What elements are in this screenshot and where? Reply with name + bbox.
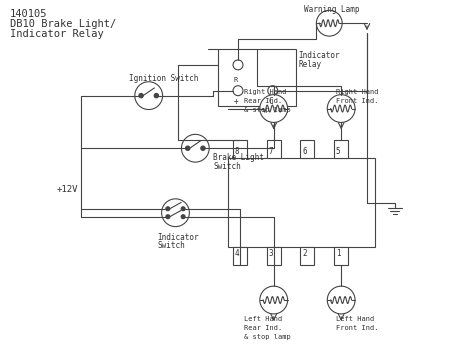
Circle shape	[268, 86, 278, 95]
Text: Left Hand: Left Hand	[244, 316, 282, 322]
Text: Brake Light: Brake Light	[213, 153, 264, 162]
Text: 7: 7	[268, 147, 273, 156]
Text: Rear Ind.: Rear Ind.	[244, 325, 282, 331]
Text: Left Hand: Left Hand	[336, 316, 374, 322]
Text: Front Ind.: Front Ind.	[336, 98, 379, 104]
Circle shape	[260, 286, 288, 314]
Text: 3: 3	[268, 250, 273, 258]
Circle shape	[201, 146, 205, 151]
Text: Indicator: Indicator	[299, 51, 340, 60]
Text: 4: 4	[235, 250, 239, 258]
Text: R: R	[234, 77, 238, 83]
Bar	[301, 140, 314, 158]
Bar	[301, 247, 314, 265]
Text: Indicator: Indicator	[158, 233, 199, 241]
Text: Front Ind.: Front Ind.	[336, 325, 379, 331]
Circle shape	[233, 86, 243, 95]
Text: DB10 Brake Light/: DB10 Brake Light/	[10, 19, 116, 29]
Circle shape	[327, 286, 355, 314]
Circle shape	[316, 10, 342, 36]
Text: & stop lamp: & stop lamp	[244, 106, 291, 113]
Text: Relay: Relay	[299, 60, 322, 69]
Text: 2: 2	[302, 250, 307, 258]
Text: & stop lamp: & stop lamp	[244, 334, 291, 340]
Bar	[267, 140, 281, 158]
Circle shape	[139, 93, 143, 98]
Circle shape	[260, 95, 288, 122]
Text: Switch: Switch	[213, 162, 241, 171]
Text: Indicator Relay: Indicator Relay	[10, 29, 103, 39]
Text: Rear Ind.: Rear Ind.	[244, 98, 282, 104]
Text: +: +	[234, 97, 238, 106]
Bar	[233, 247, 247, 265]
Text: 5: 5	[336, 147, 340, 156]
Circle shape	[181, 207, 185, 211]
Circle shape	[162, 199, 190, 226]
Circle shape	[166, 215, 170, 219]
Bar	[267, 247, 281, 265]
Text: 8: 8	[235, 147, 239, 156]
Bar	[233, 140, 247, 158]
Circle shape	[327, 95, 355, 122]
Circle shape	[135, 82, 163, 110]
Text: Right Hand: Right Hand	[244, 89, 286, 95]
Text: C: C	[268, 97, 273, 106]
Circle shape	[154, 93, 158, 98]
Bar	[218, 49, 295, 105]
Bar	[334, 140, 348, 158]
Circle shape	[181, 215, 185, 219]
Text: Ignition Switch: Ignition Switch	[129, 74, 198, 83]
Text: 1: 1	[336, 250, 340, 258]
Bar	[334, 247, 348, 265]
Circle shape	[233, 60, 243, 70]
Text: Right Hand: Right Hand	[336, 89, 379, 95]
Circle shape	[182, 134, 209, 162]
Text: 6: 6	[302, 147, 307, 156]
Text: Switch: Switch	[158, 241, 185, 251]
Text: +12V: +12V	[56, 185, 78, 194]
Text: 140105: 140105	[10, 9, 47, 19]
Text: Warning Lamp: Warning Lamp	[304, 5, 360, 14]
Circle shape	[166, 207, 170, 211]
Circle shape	[185, 146, 190, 151]
Bar	[228, 158, 375, 247]
